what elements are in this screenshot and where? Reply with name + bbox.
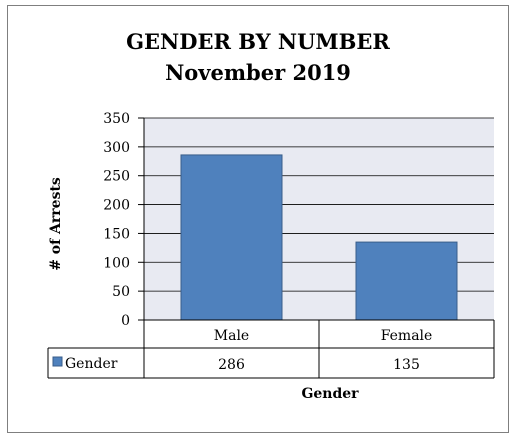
x-axis-label: Gender — [301, 386, 359, 402]
data-label: 135 — [393, 357, 420, 373]
x-tick-label: Male — [214, 328, 249, 344]
y-tick-label: 200 — [103, 198, 130, 214]
chart-subtitle: November 2019 — [165, 60, 351, 85]
bar-male — [180, 154, 283, 321]
legend-swatch — [52, 356, 63, 367]
x-tick-label: Female — [381, 328, 433, 344]
y-tick-label: 0 — [121, 313, 130, 329]
data-label: 286 — [218, 357, 245, 373]
y-tick-label: 300 — [103, 140, 130, 156]
chart-title: GENDER BY NUMBER — [126, 29, 390, 54]
y-tick-label: 350 — [103, 111, 130, 127]
legend-label: Gender — [65, 356, 118, 372]
y-tick-label: 250 — [103, 169, 130, 185]
y-tick-label: 100 — [103, 255, 130, 271]
bar-female — [355, 241, 458, 321]
y-tick-label: 150 — [103, 226, 130, 242]
y-tick-label: 50 — [112, 284, 130, 300]
